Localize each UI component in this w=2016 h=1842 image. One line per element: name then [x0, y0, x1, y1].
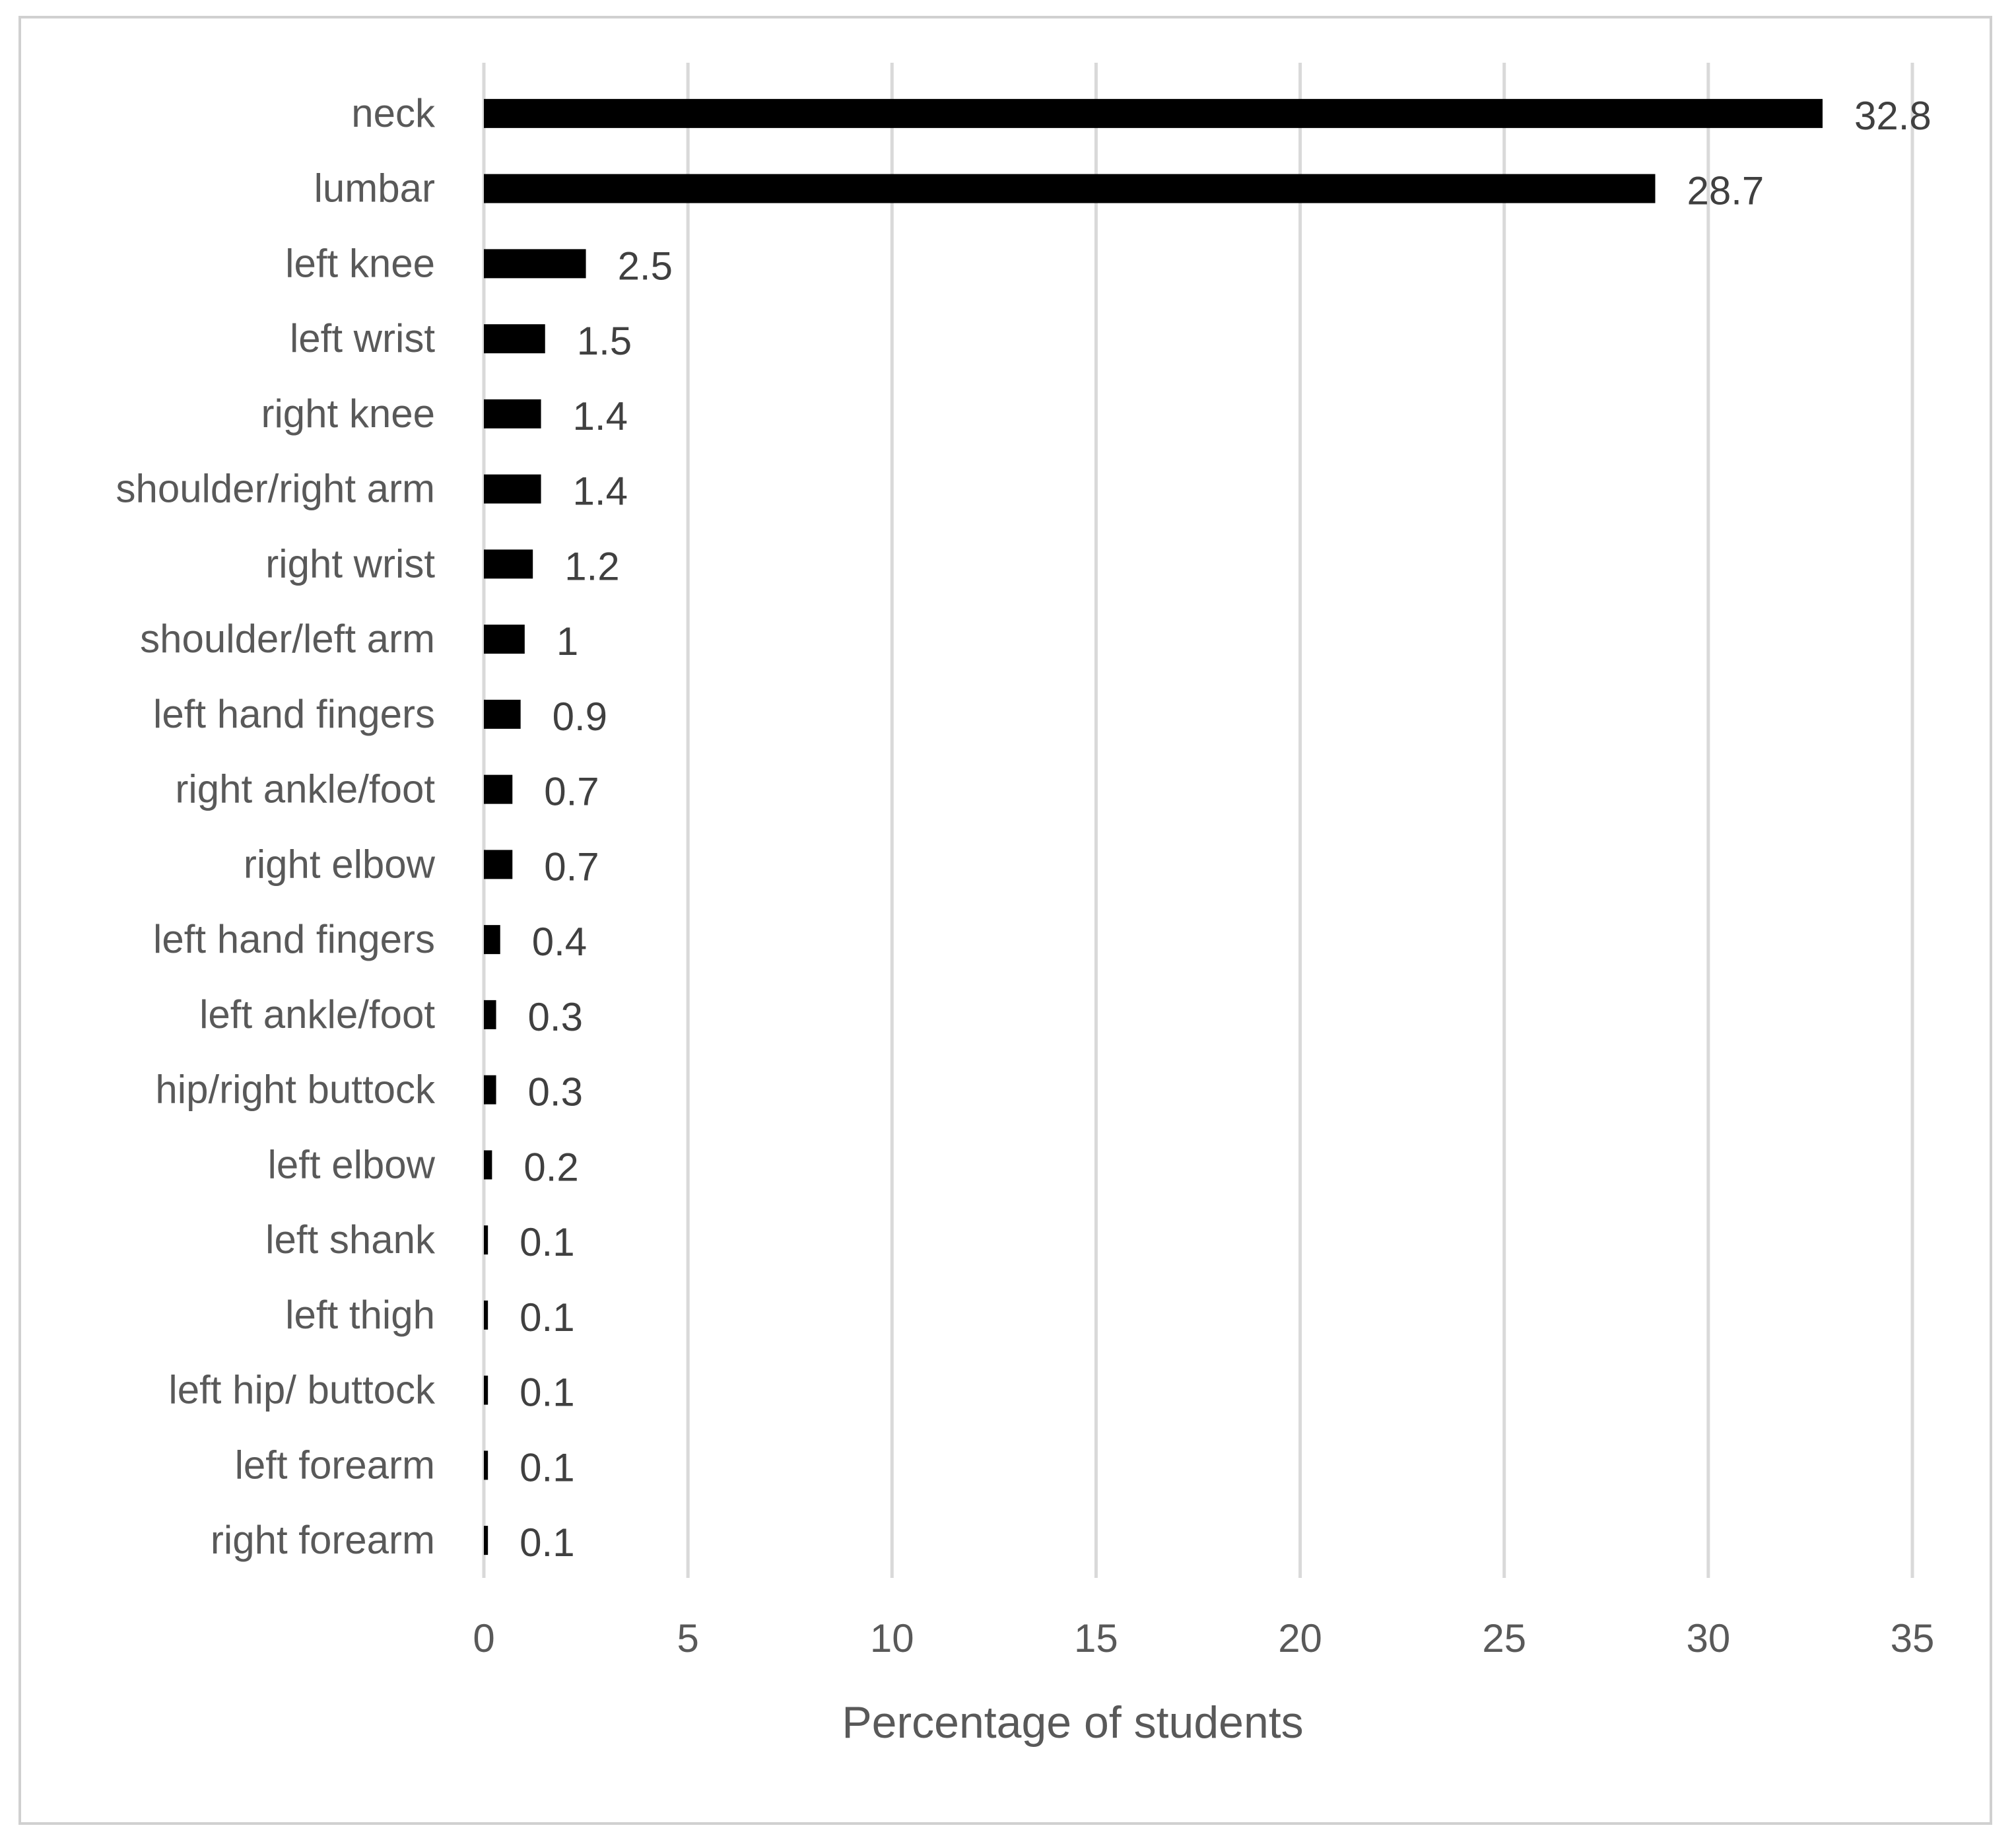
x-tick-label: 5 [677, 1616, 698, 1660]
bar [484, 1150, 492, 1180]
data-label: 2.5 [618, 244, 673, 288]
chart-frame [18, 16, 1992, 1825]
category-label: left elbow [268, 1142, 436, 1186]
bar [484, 925, 500, 955]
bar [484, 625, 525, 654]
data-label: 0.3 [528, 995, 583, 1039]
data-label: 0.1 [520, 1520, 574, 1565]
bar [484, 850, 513, 879]
bar [484, 1450, 488, 1480]
bar [484, 1526, 488, 1555]
data-label: 0.2 [523, 1145, 578, 1189]
bar [484, 1075, 496, 1105]
data-label: 0.3 [528, 1070, 583, 1114]
bar [484, 1300, 488, 1330]
category-label: left hip/ buttock [168, 1368, 436, 1412]
bar [484, 249, 586, 279]
bar [484, 1000, 496, 1029]
bar [484, 1225, 488, 1255]
data-label: 1 [556, 619, 578, 664]
x-tick-label: 10 [870, 1616, 914, 1660]
data-label: 0.7 [544, 844, 599, 889]
category-label: hip/right buttock [155, 1068, 436, 1112]
category-label: left hand fingers [153, 917, 435, 961]
data-label: 0.1 [520, 1295, 574, 1340]
data-label: 0.9 [553, 695, 607, 739]
x-axis-title: Percentage of students [842, 1697, 1303, 1748]
data-label: 1.4 [573, 469, 628, 514]
category-label: left thigh [285, 1293, 435, 1337]
data-label: 0.1 [520, 1220, 574, 1264]
x-tick-label: 30 [1686, 1616, 1730, 1660]
bar [484, 474, 541, 504]
category-label: left shank [265, 1217, 436, 1262]
data-label: 0.1 [520, 1445, 574, 1489]
data-label: 1.5 [577, 319, 632, 363]
category-label: right ankle/foot [175, 767, 435, 811]
data-label: 1.4 [573, 394, 628, 438]
bar [484, 98, 1823, 128]
category-label: shoulder/right arm [116, 467, 435, 511]
x-tick-label: 20 [1278, 1616, 1322, 1660]
category-label: left knee [285, 241, 435, 285]
bar [484, 699, 521, 729]
category-label: left forearm [235, 1443, 435, 1487]
bar [484, 324, 545, 354]
bar [484, 549, 533, 579]
category-label: left ankle/foot [199, 992, 435, 1037]
x-tick-label: 0 [473, 1616, 494, 1660]
x-tick-label: 35 [1891, 1616, 1935, 1660]
category-label: neck [351, 91, 436, 135]
category-label: lumbar [314, 166, 435, 211]
category-label: right elbow [244, 842, 436, 886]
bar [484, 774, 513, 804]
bar [484, 1375, 488, 1405]
data-label: 0.7 [544, 770, 599, 814]
category-label: left hand fingers [153, 692, 435, 736]
category-label: right wrist [265, 541, 435, 586]
data-label: 0.1 [520, 1371, 574, 1415]
bar [484, 399, 541, 428]
category-label: right knee [261, 392, 436, 436]
x-tick-label: 25 [1482, 1616, 1526, 1660]
bar [484, 174, 1656, 203]
category-label: left wrist [290, 316, 435, 360]
data-label: 28.7 [1687, 169, 1764, 213]
category-label: right forearm [211, 1518, 435, 1562]
x-tick-label: 15 [1074, 1616, 1118, 1660]
data-label: 0.4 [532, 920, 587, 964]
data-label: 32.8 [1854, 94, 1932, 138]
category-label: shoulder/left arm [140, 617, 435, 661]
data-label: 1.2 [564, 544, 619, 588]
